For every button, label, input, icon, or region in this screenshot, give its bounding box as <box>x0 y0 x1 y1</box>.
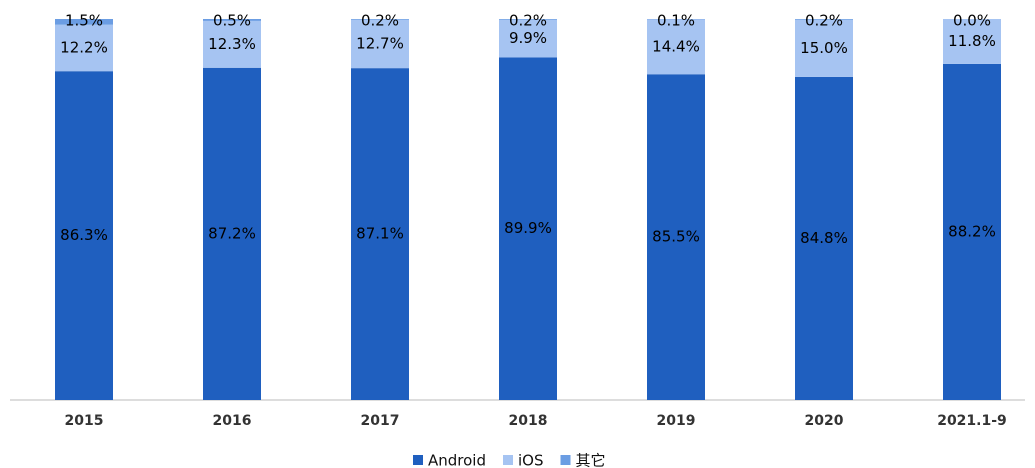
bar-segment <box>351 68 409 401</box>
data-label: 12.2% <box>60 38 108 56</box>
data-label: 86.3% <box>60 226 108 244</box>
legend-swatch <box>503 455 513 465</box>
bar-segment <box>351 19 409 69</box>
data-label: 0.2% <box>361 12 399 30</box>
legend-swatch <box>413 455 423 465</box>
data-label: 87.2% <box>208 224 256 242</box>
data-label: 89.9% <box>504 219 552 237</box>
bar-segment <box>203 67 261 400</box>
data-label: 85.5% <box>652 228 700 246</box>
bar-segment <box>499 19 557 20</box>
bar-segment <box>203 20 261 68</box>
data-label: 1.5% <box>65 12 103 30</box>
data-label: 0.1% <box>657 12 695 30</box>
legend-label: 其它 <box>576 452 606 468</box>
data-label: 87.1% <box>356 225 404 243</box>
data-label: 88.2% <box>948 222 996 240</box>
x-tick-label: 2016 <box>213 413 252 429</box>
data-label: 9.9% <box>509 29 547 47</box>
data-label: 0.5% <box>213 12 251 30</box>
data-label: 84.8% <box>800 229 848 247</box>
bar-segment <box>55 24 113 72</box>
data-label: 12.3% <box>208 35 256 53</box>
data-label: 0.0% <box>953 12 991 30</box>
x-tick-label: 2019 <box>657 413 696 429</box>
data-label: 15.0% <box>800 39 848 57</box>
bar-segment <box>499 57 557 401</box>
x-tick-label: 2021.1-9 <box>937 413 1007 429</box>
bar-segment <box>795 19 853 20</box>
data-label: 0.2% <box>509 12 547 30</box>
x-tick-label: 2017 <box>361 413 400 429</box>
legend-label: Android <box>428 452 486 468</box>
x-tick-label: 2018 <box>509 413 548 429</box>
x-tick-label: 2015 <box>65 413 104 429</box>
data-label: 12.7% <box>356 34 404 52</box>
bar-segment <box>943 63 1001 400</box>
bar-segment <box>795 19 853 77</box>
bar-segment <box>499 19 557 58</box>
data-label: 14.4% <box>652 37 700 55</box>
bar-segment <box>647 19 705 75</box>
bar-segment <box>351 19 409 20</box>
bar-segment <box>943 19 1001 64</box>
legend-label: iOS <box>518 452 544 468</box>
data-label: 0.2% <box>805 12 843 30</box>
bar-segment <box>647 74 705 401</box>
bar-segment <box>795 76 853 401</box>
bar-segment <box>55 19 113 25</box>
bar-segment <box>55 71 113 401</box>
data-label: 11.8% <box>948 32 996 50</box>
bar-segment <box>203 19 261 21</box>
x-tick-label: 2020 <box>805 413 844 429</box>
legend-swatch <box>560 455 571 465</box>
